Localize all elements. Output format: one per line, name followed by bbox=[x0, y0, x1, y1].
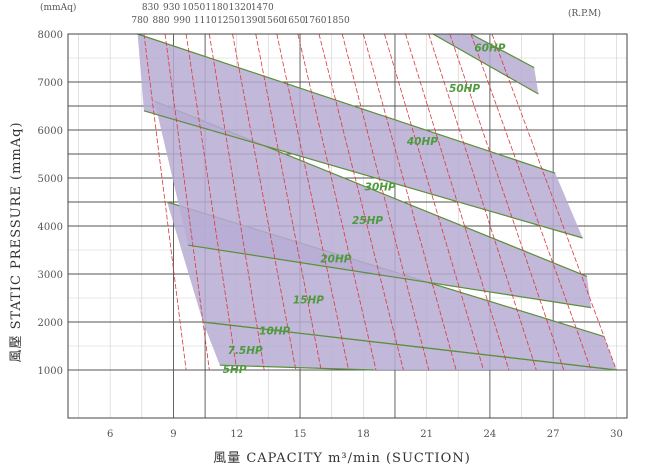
rpm-label-bottom: 990 bbox=[174, 16, 191, 26]
rpm-line bbox=[491, 33, 617, 371]
rpm-line bbox=[164, 33, 210, 371]
rpm-line bbox=[405, 33, 510, 371]
rpm-line bbox=[384, 33, 484, 371]
hp-label: 30HP bbox=[365, 182, 396, 194]
hp-band-lower-edge bbox=[143, 110, 583, 239]
hp-label: 60HP bbox=[474, 42, 505, 54]
y-tick-label: 8000 bbox=[38, 30, 63, 41]
hp-band-upper-edge bbox=[137, 33, 556, 174]
x-tick-label: 12 bbox=[230, 429, 243, 440]
x-axis-title: 風量 CAPACITY m³/min (SUCTION) bbox=[213, 451, 471, 466]
hp-label: 5HP bbox=[223, 364, 247, 376]
hp-bands bbox=[137, 33, 617, 371]
x-tick-label: 21 bbox=[420, 429, 433, 440]
x-tick-label: 18 bbox=[357, 429, 370, 440]
rpm-line bbox=[470, 33, 592, 371]
rpm-line bbox=[341, 33, 430, 371]
rpm-label-bottom: 1760 bbox=[304, 16, 327, 26]
hp-label: 25HP bbox=[352, 215, 383, 227]
rpm-label-top: 830 bbox=[142, 3, 159, 13]
rpm-lines bbox=[143, 33, 617, 371]
corner-unit-label: (mmAq) bbox=[40, 2, 76, 13]
hp-label: 10HP bbox=[259, 326, 290, 338]
plot-frame bbox=[67, 33, 628, 419]
rpm-label-bottom: 780 bbox=[131, 16, 148, 26]
hp-label: 50HP bbox=[449, 83, 480, 95]
rpm-line bbox=[297, 33, 377, 371]
rpm-line bbox=[232, 33, 297, 371]
hp-label: 15HP bbox=[293, 294, 324, 306]
rpm-label-bottom: 1110 bbox=[194, 16, 217, 26]
rpm-label-bottom: 1250 bbox=[217, 16, 240, 26]
y-tick-label: 6000 bbox=[38, 126, 63, 137]
x-tick-label: 9 bbox=[170, 429, 176, 440]
rpm-label-bottom: 1560 bbox=[261, 16, 284, 26]
rpm-line bbox=[428, 33, 537, 371]
x-tick-label: 24 bbox=[484, 429, 497, 440]
y-tick-label: 4000 bbox=[38, 222, 63, 233]
y-tick-label: 3000 bbox=[38, 270, 63, 281]
y-tick-label: 5000 bbox=[38, 174, 63, 185]
rpm-label-top: 1470 bbox=[251, 3, 274, 13]
rpm-label-bottom: 1390 bbox=[240, 16, 263, 26]
hp-label: 40HP bbox=[406, 136, 438, 148]
rpm-line bbox=[143, 33, 187, 371]
rpm-line bbox=[449, 33, 565, 371]
rpm-label-top: 1320 bbox=[229, 3, 252, 13]
rpm-line bbox=[208, 33, 265, 371]
axes: 6 9 12 15 18 21 24 27 30 1000 2000 3000 4000 5000 6000… bbox=[38, 3, 628, 440]
y-axis-title: 風壓 STATIC PRESSURE (mmAq) bbox=[9, 121, 24, 362]
rpm-label-top: 1050 bbox=[182, 3, 205, 13]
x-tick-label: 27 bbox=[547, 429, 560, 440]
rpm-label-top: 930 bbox=[163, 3, 180, 13]
rpm-label-bottom: 880 bbox=[152, 16, 169, 26]
hp-band-lower-edge bbox=[202, 321, 617, 371]
rpm-label-top: 1180 bbox=[205, 3, 228, 13]
y-tick-label: 1000 bbox=[38, 366, 63, 377]
hp-band-lower-edge bbox=[219, 364, 374, 371]
rpm-unit-label: (R.P.M) bbox=[568, 8, 601, 19]
hp-labels: 5HP 7.5HP 10HP 15HP 20HP 25HP 30HP 40HP 50HP 60HP bbox=[223, 42, 506, 376]
x-tick-label: 6 bbox=[107, 429, 113, 440]
hp-band bbox=[137, 34, 583, 238]
hp-band-upper-edge bbox=[432, 33, 539, 95]
hp-label: 7.5HP bbox=[228, 345, 263, 357]
y-tick-label: 7000 bbox=[38, 78, 63, 89]
rpm-label-bottom: 1650 bbox=[282, 16, 305, 26]
hp-label: 20HP bbox=[320, 254, 351, 266]
hp-band bbox=[154, 101, 592, 308]
rpm-line bbox=[362, 33, 457, 371]
hp-band-lower-edge bbox=[188, 244, 592, 309]
rpm-line bbox=[185, 33, 238, 371]
x-tick-label: 30 bbox=[610, 429, 623, 440]
rpm-line bbox=[276, 33, 349, 371]
x-tick-label: 15 bbox=[294, 429, 307, 440]
rpm-line bbox=[255, 33, 322, 371]
y-tick-label: 2000 bbox=[38, 318, 63, 329]
rpm-label-bottom: 1850 bbox=[327, 16, 350, 26]
rpm-line bbox=[318, 33, 404, 371]
hp-band-lower-edge bbox=[470, 33, 535, 69]
